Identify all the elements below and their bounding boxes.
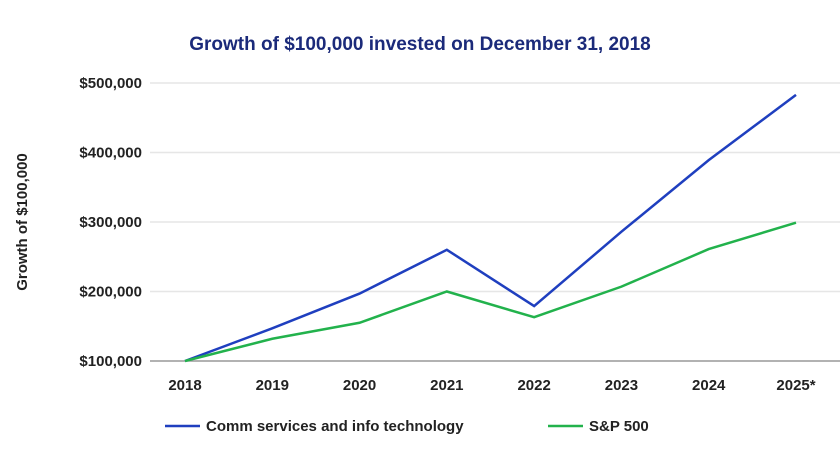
y-axis-label: Growth of $100,000 xyxy=(14,153,31,291)
x-tick-label: 2021 xyxy=(430,377,463,394)
x-tick-label: 2022 xyxy=(517,377,550,394)
x-tick-label: 2018 xyxy=(168,377,201,394)
legend-label: Comm services and info technology xyxy=(206,418,464,435)
y-tick-label: $300,000 xyxy=(79,214,142,231)
y-tick-label: $400,000 xyxy=(79,145,142,162)
chart-title: Growth of $100,000 invested on December … xyxy=(189,34,650,55)
x-tick-label: 2019 xyxy=(256,377,289,394)
x-tick-label: 2020 xyxy=(343,377,376,394)
y-tick-label: $200,000 xyxy=(79,284,142,301)
legend-label: S&P 500 xyxy=(589,418,649,435)
x-tick-label: 2025* xyxy=(776,377,815,394)
series-line-sp500 xyxy=(184,221,797,363)
x-tick-label: 2024 xyxy=(692,377,726,394)
series-line-comm-services-it xyxy=(184,93,797,363)
x-tick-label: 2023 xyxy=(605,377,638,394)
y-tick-label: $500,000 xyxy=(79,75,142,92)
y-tick-label: $100,000 xyxy=(79,353,142,370)
